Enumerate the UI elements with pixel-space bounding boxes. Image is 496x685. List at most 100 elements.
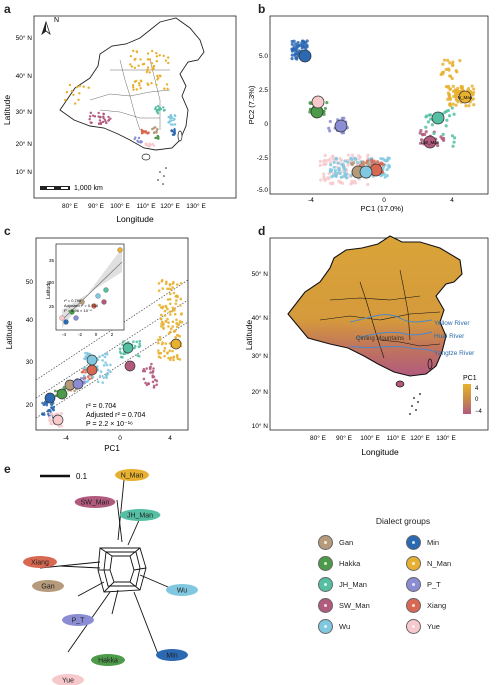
regression-point xyxy=(105,363,109,367)
pca-point xyxy=(290,42,294,46)
legend-swatch xyxy=(406,618,421,634)
sample-dot xyxy=(146,132,149,135)
sample-dot xyxy=(156,134,159,138)
sample-dot xyxy=(104,120,107,123)
regression-point xyxy=(162,326,165,329)
panel-b-xtick: 0 xyxy=(382,197,386,204)
panel-a-ytick: 10° N xyxy=(16,168,33,176)
network-node-label: SW_Man xyxy=(81,500,110,507)
regression-point xyxy=(158,335,162,339)
panel-a-ytick: 40° N xyxy=(16,72,33,80)
regression-point xyxy=(59,412,63,415)
regression-point xyxy=(169,292,172,296)
pca-point xyxy=(290,39,294,44)
pca-point xyxy=(366,153,370,157)
sample-dot xyxy=(155,60,159,63)
regression-point xyxy=(179,297,183,301)
sample-dot xyxy=(78,84,82,88)
pca-point xyxy=(470,84,474,88)
sample-dot xyxy=(101,120,105,124)
pca-point xyxy=(454,92,458,96)
regression-point xyxy=(179,304,182,307)
pca-point xyxy=(375,160,380,164)
inset-point xyxy=(101,299,107,305)
regression-point xyxy=(148,367,152,371)
pca-point xyxy=(447,102,452,107)
pca-point xyxy=(329,163,333,167)
pca-point xyxy=(443,58,447,62)
pca-point xyxy=(472,103,476,107)
regression-point xyxy=(171,306,175,310)
regression-point xyxy=(178,320,182,324)
regression-point xyxy=(164,282,168,286)
regression-centroid xyxy=(124,360,136,372)
panel-b-ytick: 0 xyxy=(264,121,268,128)
panel-d-ytick: 20° N xyxy=(252,388,269,396)
sample-dot xyxy=(91,114,95,117)
sample-dot xyxy=(155,83,158,86)
pca-point xyxy=(361,163,365,167)
regression-point xyxy=(157,338,160,342)
pca-point xyxy=(472,87,476,91)
sample-dot xyxy=(166,87,169,90)
sample-dot xyxy=(170,129,174,133)
sample-dot xyxy=(167,121,171,124)
regression-point xyxy=(91,375,95,379)
pca-point xyxy=(467,104,471,108)
inset-point xyxy=(73,315,79,321)
panel-label-a: a xyxy=(4,2,11,16)
regression-point xyxy=(159,313,163,317)
regression-point xyxy=(151,369,155,373)
pca-point xyxy=(454,69,458,73)
regression-point xyxy=(167,321,170,324)
regression-point xyxy=(57,425,61,428)
legend-label: Hakka xyxy=(339,558,361,568)
network-node-label: Wu xyxy=(177,588,187,595)
regression-point xyxy=(168,310,172,314)
regression-point xyxy=(175,299,178,302)
regression-point xyxy=(152,367,155,370)
regression-point xyxy=(172,358,175,362)
pca-point xyxy=(290,53,294,57)
stat-adjusted-r2: Adjusted r² = 0.704 xyxy=(86,412,145,419)
regression-point xyxy=(101,381,105,384)
pca-point xyxy=(443,110,447,114)
sample-dot xyxy=(155,51,158,55)
sample-dot xyxy=(155,55,159,58)
pca-point xyxy=(322,162,326,167)
legend-label: Gan xyxy=(339,537,354,547)
legend-swatch xyxy=(318,597,333,613)
regression-point xyxy=(136,354,139,357)
regression-point xyxy=(123,352,127,355)
pca-point xyxy=(318,163,322,167)
pca-point xyxy=(444,67,448,72)
colorbar-tick-neg4: −4 xyxy=(475,409,483,415)
sample-dot xyxy=(172,130,176,134)
sample-dot xyxy=(170,119,173,122)
pca-point xyxy=(323,158,327,162)
pca-point xyxy=(429,117,433,121)
pca-point xyxy=(468,89,472,94)
mountains-label: Qinling Mountains xyxy=(356,336,404,342)
regression-point xyxy=(173,330,176,333)
panel-c-ytick: 20 xyxy=(26,402,34,409)
pca-point xyxy=(344,176,349,180)
sample-dot xyxy=(64,98,67,102)
regression-point xyxy=(135,340,139,344)
regression-point xyxy=(83,357,86,360)
sample-dot xyxy=(146,66,150,69)
regression-point xyxy=(172,291,176,295)
network-node xyxy=(62,614,94,626)
pca-point xyxy=(445,118,449,122)
colorbar-tick-0: 0 xyxy=(475,397,479,403)
sample-dot xyxy=(134,136,137,139)
pca-point xyxy=(366,155,370,160)
regression-point xyxy=(160,317,163,321)
regression-point xyxy=(101,353,105,357)
sample-dot xyxy=(98,116,102,119)
pca-point xyxy=(330,182,335,186)
pca-point xyxy=(296,41,300,45)
pca-point xyxy=(292,45,296,49)
regression-centroid xyxy=(86,354,98,366)
pca-point xyxy=(331,158,336,162)
